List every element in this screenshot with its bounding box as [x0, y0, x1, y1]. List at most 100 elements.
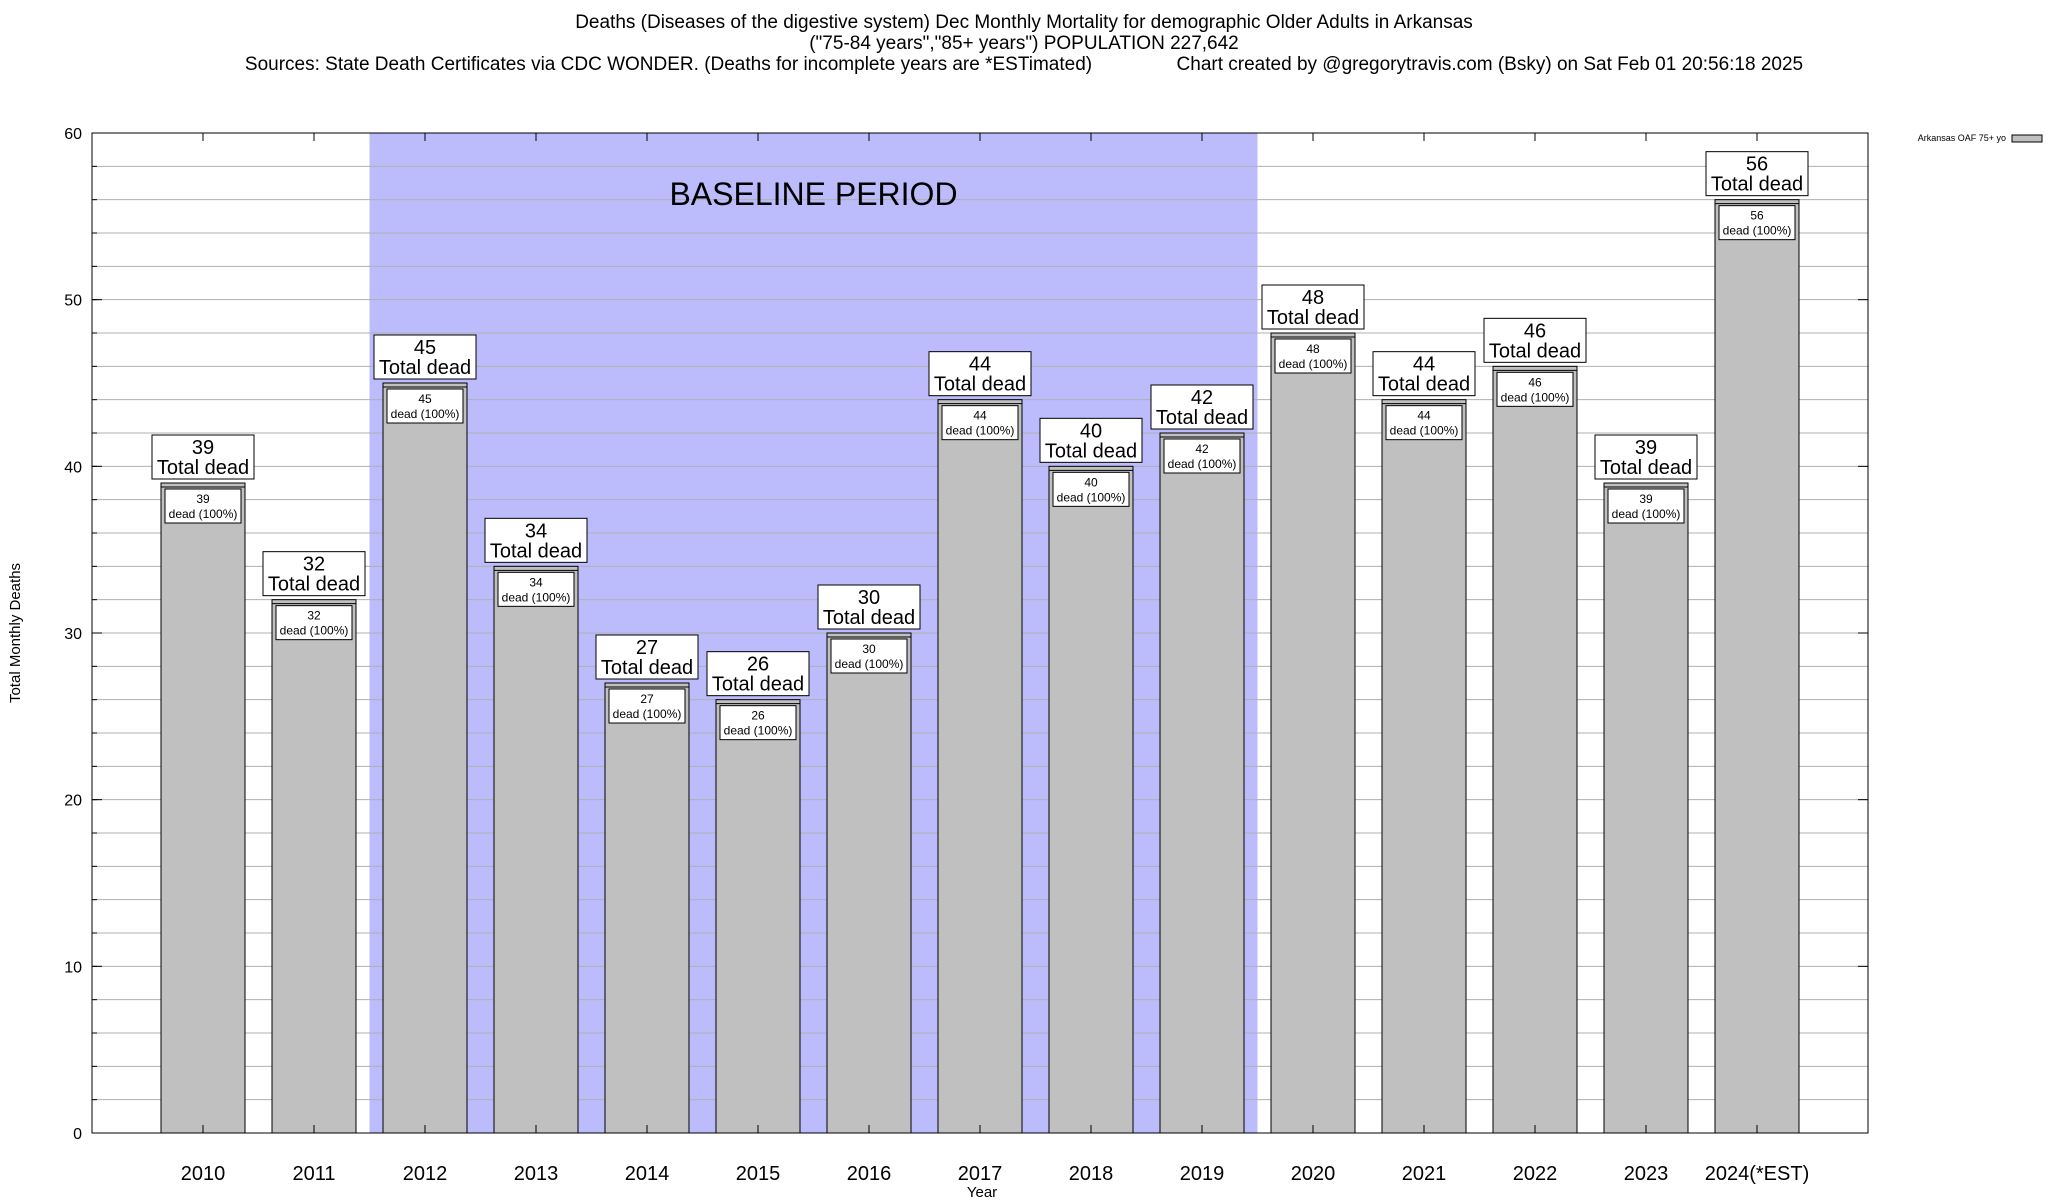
x-tick-label: 2018	[1069, 1163, 1114, 1185]
bar	[1270, 332, 1356, 1134]
inner-label-box	[386, 388, 464, 424]
x-tick-label: 2016	[847, 1163, 892, 1185]
inner-label-value: 44	[1417, 409, 1431, 423]
total-label-box	[595, 634, 699, 680]
inner-label-value: 44	[973, 409, 987, 423]
total-label-value: 45	[414, 337, 436, 359]
total-label-box	[1039, 417, 1143, 463]
total-label-value: 48	[1302, 287, 1324, 309]
inner-label-box	[1274, 338, 1352, 374]
chart-subtitle: ("75-84 years","85+ years") POPULATION 2…	[809, 33, 1239, 54]
inner-label-text: dead (100%)	[613, 707, 682, 721]
total-label-text: Total dead	[490, 540, 582, 562]
total-label-box	[1594, 434, 1698, 480]
bar	[826, 632, 912, 1134]
x-tick-label: 2014	[625, 1163, 670, 1185]
bar	[1381, 399, 1467, 1134]
inner-label-text: dead (100%)	[502, 590, 571, 604]
x-tick-label: 2010	[181, 1163, 226, 1185]
inner-label-text: dead (100%)	[280, 624, 349, 638]
inner-label-value: 42	[1195, 442, 1209, 456]
y-tick-label: 10	[64, 959, 82, 976]
total-label-text: Total dead	[823, 607, 915, 629]
inner-label-box	[275, 605, 353, 641]
total-label-value: 30	[858, 587, 880, 609]
x-tick-label: 2013	[514, 1163, 559, 1185]
total-label-box	[151, 434, 255, 480]
bar	[1159, 432, 1245, 1134]
x-tick-label: 2017	[958, 1163, 1003, 1185]
baseline-period-label: BASELINE PERIOD	[669, 176, 957, 212]
bar	[382, 382, 468, 1134]
total-label-text: Total dead	[268, 574, 360, 596]
inner-label-value: 39	[196, 492, 210, 506]
total-label-value: 44	[969, 354, 991, 376]
inner-label-text: dead (100%)	[946, 424, 1015, 438]
total-label-box	[1705, 151, 1809, 197]
inner-label-text: dead (100%)	[1723, 224, 1792, 238]
y-axis-label: Total Monthly Deaths	[7, 563, 24, 703]
total-label-value: 46	[1524, 320, 1546, 342]
total-label-value: 34	[525, 520, 547, 542]
inner-label-value: 39	[1639, 492, 1653, 506]
y-tick-label: 0	[73, 1126, 82, 1143]
x-tick-label: 2020	[1291, 1163, 1336, 1185]
inner-label-box	[1385, 405, 1463, 441]
inner-label-text: dead (100%)	[391, 407, 460, 421]
inner-label-box	[608, 688, 686, 724]
inner-label-box	[1496, 371, 1574, 407]
bar	[937, 399, 1023, 1134]
x-axis-label: Year	[967, 1184, 997, 1200]
total-label-box	[1261, 284, 1365, 330]
total-label-text: Total dead	[934, 374, 1026, 396]
total-label-value: 39	[1635, 437, 1657, 459]
bar	[715, 699, 801, 1134]
total-label-box	[817, 584, 921, 630]
inner-label-value: 32	[307, 609, 321, 623]
inner-label-value: 46	[1528, 375, 1542, 389]
inner-label-value: 34	[529, 575, 543, 589]
total-label-text: Total dead	[1156, 407, 1248, 429]
total-label-text: Total dead	[157, 457, 249, 479]
x-tick-label: 2021	[1402, 1163, 1447, 1185]
inner-label-value: 56	[1750, 209, 1764, 223]
total-label-value: 40	[1080, 420, 1102, 442]
bar	[1714, 199, 1800, 1134]
total-label-box	[1372, 351, 1476, 397]
total-label-text: Total dead	[379, 357, 471, 379]
inner-label-value: 30	[862, 642, 876, 656]
bar	[604, 682, 690, 1134]
total-label-value: 26	[747, 654, 769, 676]
inner-label-text: dead (100%)	[1501, 390, 1570, 404]
total-label-text: Total dead	[1045, 440, 1137, 462]
total-label-box	[706, 651, 810, 697]
inner-label-value: 27	[640, 692, 654, 706]
total-label-value: 32	[303, 554, 325, 576]
x-tick-label: 2011	[292, 1163, 335, 1185]
legend-label: Arkansas OAF 75+ yo	[1918, 133, 2006, 143]
inner-label-text: dead (100%)	[1279, 357, 1348, 371]
total-label-value: 44	[1413, 354, 1435, 376]
inner-label-value: 26	[751, 709, 765, 723]
y-tick-label: 40	[64, 459, 82, 476]
y-tick-label: 20	[64, 793, 82, 810]
bar	[1048, 465, 1134, 1134]
inner-label-text: dead (100%)	[169, 507, 238, 521]
total-label-value: 39	[192, 437, 214, 459]
inner-label-value: 40	[1084, 475, 1098, 489]
inner-label-value: 48	[1306, 342, 1320, 356]
inner-label-text: dead (100%)	[1168, 457, 1237, 471]
inner-label-box	[719, 705, 797, 741]
inner-label-text: dead (100%)	[1057, 490, 1126, 504]
total-label-box	[928, 351, 1032, 397]
x-tick-label: 2022	[1513, 1163, 1558, 1185]
total-label-box	[1483, 317, 1587, 363]
inner-label-box	[497, 571, 575, 607]
inner-label-text: dead (100%)	[835, 657, 904, 671]
bar	[1603, 482, 1689, 1134]
inner-label-value: 45	[418, 392, 432, 406]
total-label-box	[262, 551, 366, 597]
y-tick-label: 60	[64, 126, 82, 143]
total-label-text: Total dead	[1267, 307, 1359, 329]
